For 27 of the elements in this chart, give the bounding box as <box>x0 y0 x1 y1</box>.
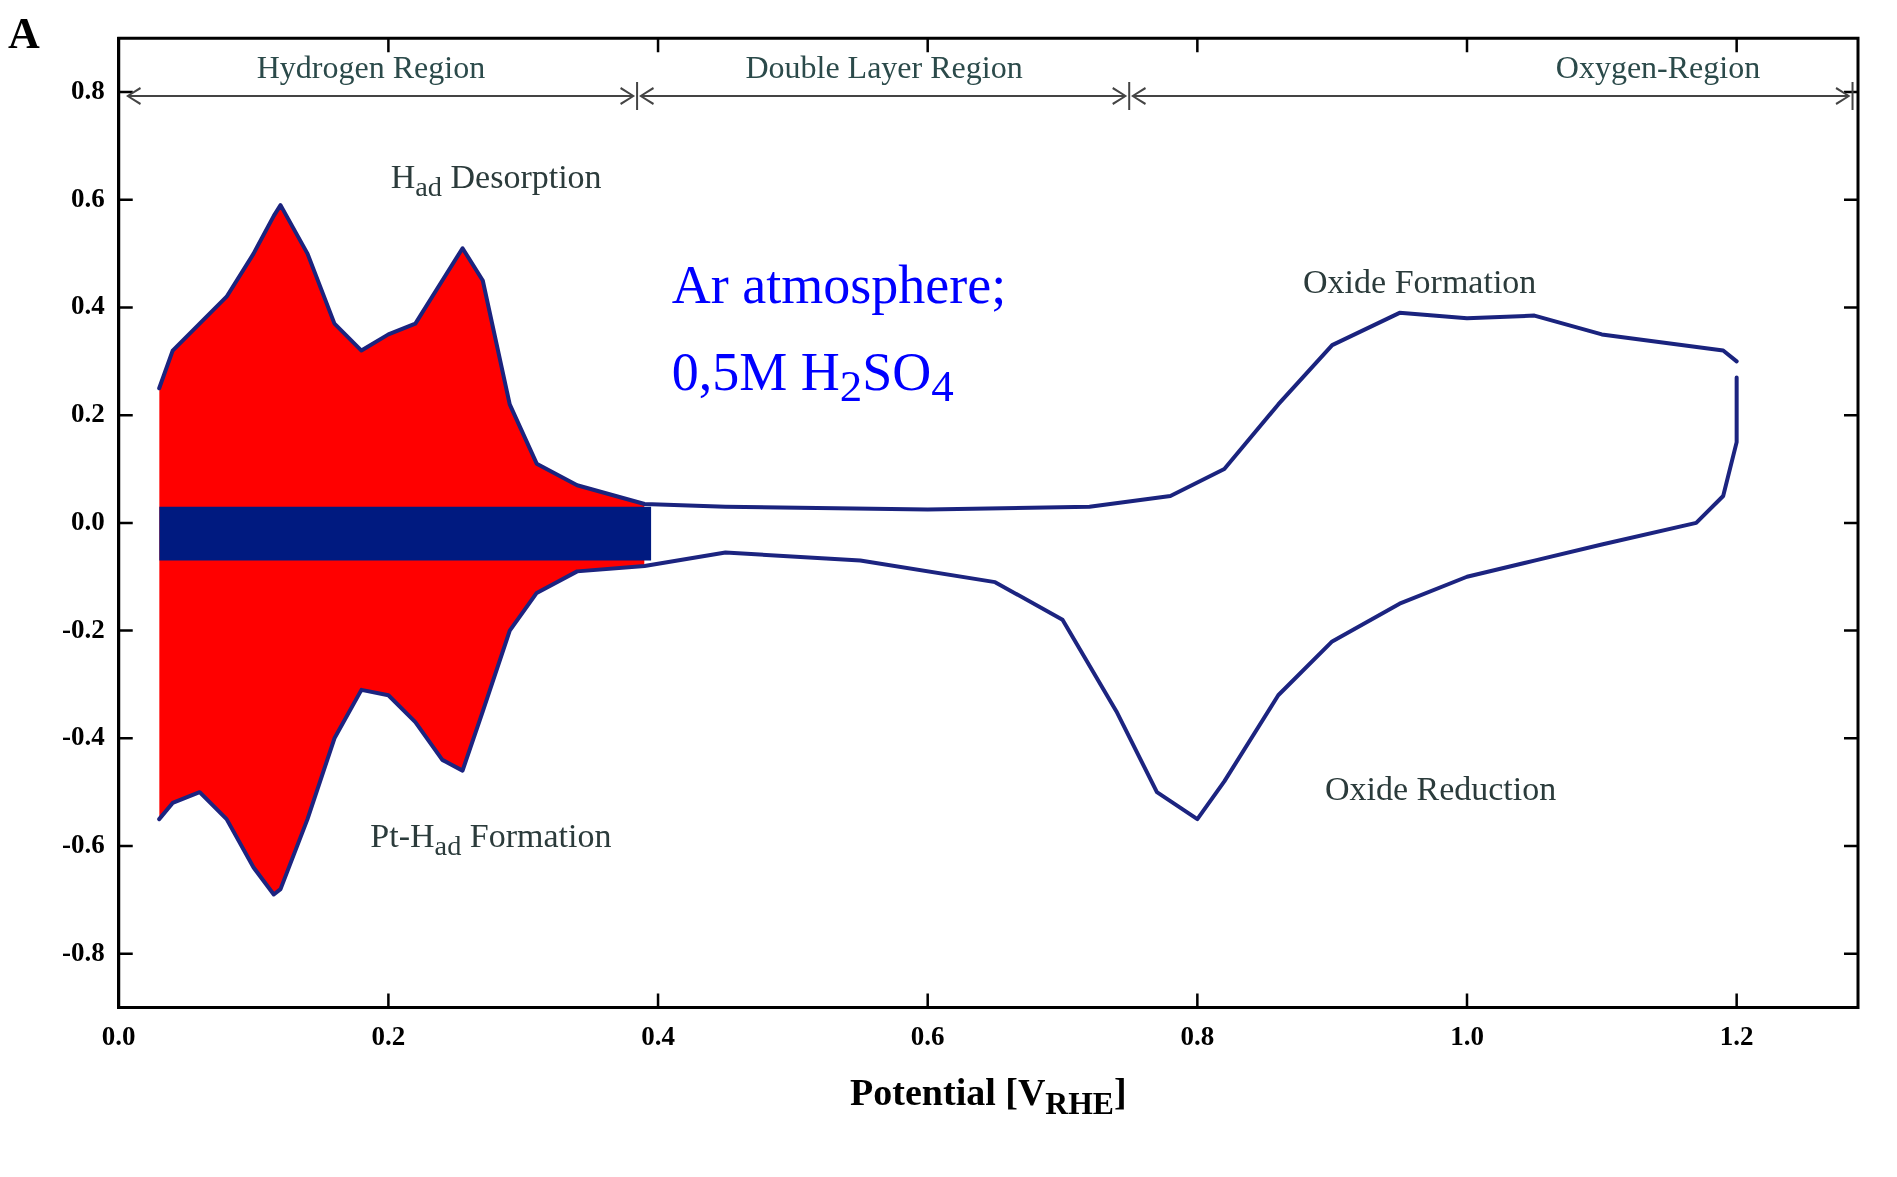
chart-title: A <box>8 8 40 59</box>
annotation: H$_{ad}$ Desorption <box>390 158 602 202</box>
annotation: 0,5M H$_{2}$SO$_{4}$ <box>671 342 954 412</box>
y-tick-label: -0.4 <box>61 721 105 752</box>
annotation: Oxide Reduction <box>1324 770 1557 808</box>
x-tick-label: 0.2 <box>371 1020 406 1051</box>
x-axis-title: Potential [V$_{RHE}$] <box>850 1069 1127 1122</box>
annotation: Ar atmosphere; <box>671 255 1007 316</box>
x-tick-label: 1.2 <box>1719 1020 1754 1051</box>
x-tick-label: 0.4 <box>641 1020 675 1051</box>
x-tick-label: 0.0 <box>101 1020 136 1051</box>
y-tick-label: -0.2 <box>61 613 105 644</box>
annotation: Oxide Formation <box>1303 263 1537 301</box>
annotation: Hydrogen Region <box>256 49 486 86</box>
y-tick-label: -0.8 <box>61 936 105 967</box>
y-tick-label: 0.8 <box>70 75 105 106</box>
y-tick-label: 0.0 <box>70 505 105 536</box>
x-tick-label: 1.0 <box>1450 1020 1484 1051</box>
annotation: Oxygen-Region <box>1555 49 1761 86</box>
annotation: Double Layer Region <box>745 49 1023 86</box>
y-tick-label: 0.4 <box>70 290 105 321</box>
x-tick-label: 0.6 <box>910 1020 945 1051</box>
y-tick-label: 0.6 <box>70 182 105 213</box>
x-tick-label: 0.8 <box>1180 1020 1215 1051</box>
y-tick-label: -0.6 <box>61 829 105 859</box>
y-tick-label: 0.2 <box>70 398 105 429</box>
annotation: Pt-H$_{ad}$ Formation <box>370 817 612 862</box>
